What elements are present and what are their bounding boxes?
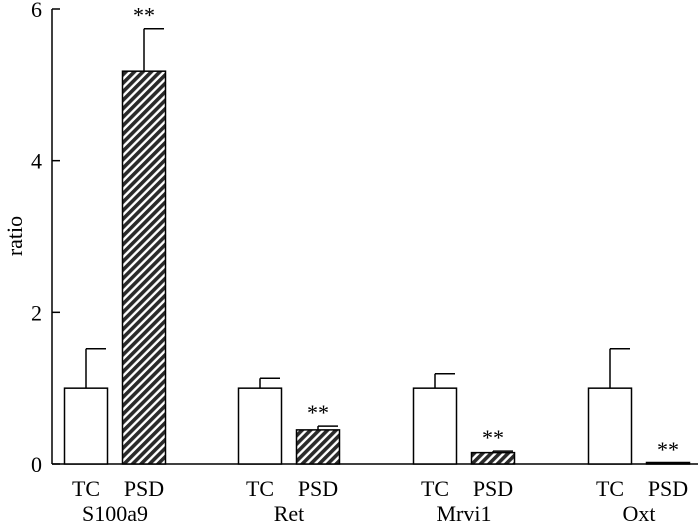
condition-label: TC <box>72 476 100 501</box>
bar-ret-tc <box>237 387 283 465</box>
labels: TC**PSDS100a9TC**PSDRetTC**PSDMrvi1TC**P… <box>72 3 688 523</box>
bar-ret-psd <box>295 429 341 465</box>
bars <box>63 27 691 465</box>
condition-label: PSD <box>298 476 338 501</box>
y-tick-label: 2 <box>31 300 42 325</box>
significance-marker: ** <box>657 437 679 462</box>
condition-label: PSD <box>473 476 513 501</box>
significance-marker: ** <box>133 3 155 28</box>
bar-oxt-tc <box>587 387 633 465</box>
bar-oxt-psd <box>645 461 691 465</box>
significance-marker: ** <box>482 425 504 450</box>
y-tick-label: 0 <box>31 452 42 477</box>
y-axis-label: ratio <box>2 216 27 256</box>
bar-s100a9-psd <box>121 70 167 465</box>
condition-label: PSD <box>124 476 164 501</box>
gene-label: Mrvi1 <box>437 501 492 523</box>
condition-label: TC <box>421 476 449 501</box>
condition-label: TC <box>596 476 624 501</box>
gene-label: S100a9 <box>82 501 148 523</box>
y-tick-label: 6 <box>31 0 42 22</box>
gene-label: Oxt <box>623 501 656 523</box>
bar-mrvi1-psd <box>470 451 516 465</box>
bar-s100a9-tc <box>63 387 109 465</box>
bar-mrvi1-tc <box>412 387 458 465</box>
condition-label: TC <box>246 476 274 501</box>
significance-marker: ** <box>307 400 329 425</box>
y-tick-label: 4 <box>31 149 42 174</box>
gene-label: Ret <box>274 501 305 523</box>
condition-label: PSD <box>648 476 688 501</box>
